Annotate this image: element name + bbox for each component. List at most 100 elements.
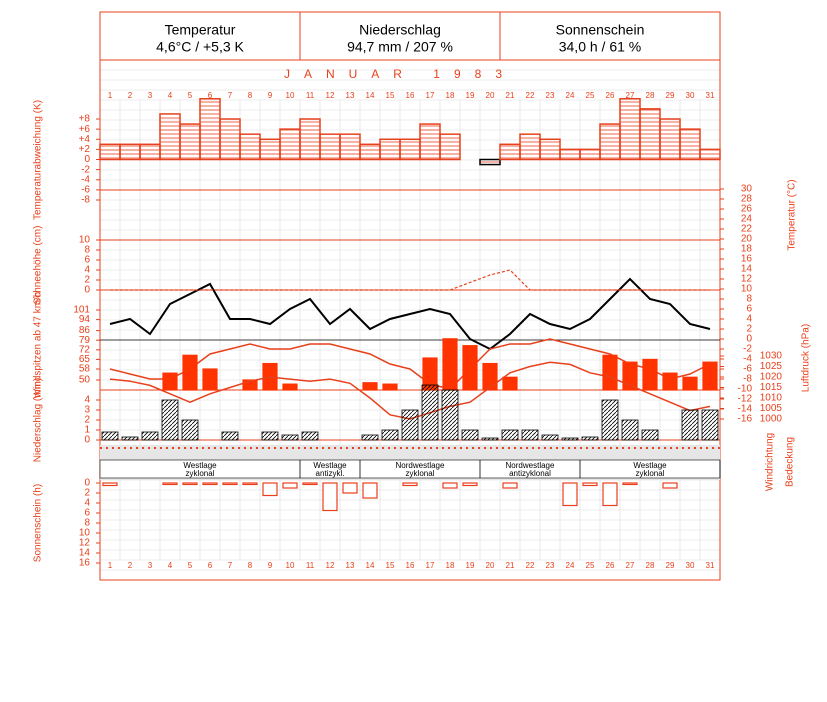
y-tick-label: 10 [79, 528, 91, 539]
y-tick-label: 12 [79, 538, 91, 549]
y2-tick-label: 0 [746, 334, 752, 345]
precip-bar [641, 429, 659, 441]
header-title: Temperatur [165, 22, 236, 38]
y2-tick-label: -2 [743, 344, 752, 355]
deviation-bar [519, 133, 541, 161]
right-label: Bedeckung [785, 437, 796, 487]
y-tick-label: 6 [84, 255, 90, 266]
y2-tick-label: -4 [743, 354, 752, 365]
day-label: 12 [326, 91, 335, 100]
day-label: 15 [386, 561, 395, 570]
y-tick-label: 72 [79, 344, 91, 355]
precip-bar [101, 431, 119, 441]
deviation-bar [499, 143, 521, 161]
bar [222, 482, 238, 486]
day-label: 24 [566, 561, 575, 570]
weather-type: antizyklonal [509, 469, 551, 478]
y-tick-label: 0 [84, 285, 90, 296]
line-series [109, 338, 711, 390]
y-tick-label: 2 [84, 488, 90, 499]
precip-bar [541, 434, 559, 441]
deviation-bar [419, 123, 441, 161]
bar [102, 482, 118, 487]
bar [182, 482, 198, 486]
bar [582, 482, 598, 487]
bar [202, 368, 218, 391]
bar [622, 361, 638, 391]
precip-bar [121, 436, 139, 441]
y-tick-label: 1 [84, 425, 90, 436]
header-value: 4,6°C / +5,3 K [156, 39, 244, 55]
deviation-bar [239, 133, 261, 161]
y2-axis-title: Luftdruck (hPa) [801, 324, 812, 392]
deviation-bar [359, 143, 381, 161]
day-label: 15 [386, 91, 395, 100]
y2-tick-label: -14 [738, 404, 753, 415]
y-tick-label: 3 [84, 405, 90, 416]
day-label: 20 [486, 91, 495, 100]
weather-type: Nordwestlage [506, 461, 555, 470]
day-label: 16 [406, 561, 415, 570]
day-label: 13 [346, 561, 355, 570]
y2-tick-label: 1025 [760, 361, 783, 372]
deviation-bar [319, 133, 341, 161]
deviation-bar [679, 128, 701, 161]
day-label: 7 [228, 91, 233, 100]
y-tick-label: +2 [79, 144, 91, 155]
precip-bar [461, 429, 479, 441]
precip-bar [521, 429, 539, 441]
precip-bar [481, 437, 499, 441]
bar [182, 354, 198, 391]
line-series [109, 277, 711, 351]
day-label: 25 [586, 561, 595, 570]
weather-type: zyklonal [636, 469, 665, 478]
day-label: 25 [586, 91, 595, 100]
y2-tick-label: -8 [743, 374, 752, 385]
bar [262, 482, 278, 497]
header-title: Niederschlag [359, 22, 441, 38]
day-label: 28 [646, 91, 655, 100]
y2-tick-label: -16 [738, 414, 753, 425]
y-tick-label: 4 [84, 395, 90, 406]
y2-tick-label: 18 [741, 244, 753, 255]
header-value: 34,0 h / 61 % [559, 39, 642, 55]
precip-bar [221, 431, 239, 441]
y-tick-label: 2 [84, 275, 90, 286]
y-tick-label: 0 [84, 435, 90, 446]
precip-bar [681, 409, 699, 441]
weather-type: Westlage [313, 461, 347, 470]
day-label: 19 [466, 91, 475, 100]
day-label: 30 [686, 91, 695, 100]
day-label: 7 [228, 561, 233, 570]
day-label: 26 [606, 561, 615, 570]
bar [362, 482, 378, 499]
day-label: 19 [466, 561, 475, 570]
y-tick-label: +8 [79, 114, 91, 125]
day-label: 10 [286, 561, 295, 570]
day-label: 31 [706, 561, 715, 570]
day-label: 6 [208, 91, 213, 100]
weather-type: Nordwestlage [396, 461, 445, 470]
y-axis-title: Sonnenschein (h) [33, 484, 44, 562]
y2-tick-label: 2 [746, 324, 752, 335]
day-label: 16 [406, 91, 415, 100]
precip-bar [421, 384, 439, 441]
y-tick-label: 0 [84, 478, 90, 489]
deviation-bar [179, 123, 201, 161]
deviation-bar [139, 143, 161, 161]
precip-bar [161, 399, 179, 441]
day-label: 21 [506, 91, 515, 100]
y-tick-label: 0 [84, 154, 90, 165]
y2-tick-label: 16 [741, 254, 753, 265]
y-tick-label: 58 [79, 364, 91, 375]
bar [482, 362, 498, 391]
bar [382, 383, 398, 391]
deviation-bar [659, 118, 681, 161]
deviation-bar [99, 143, 121, 161]
bar [662, 372, 678, 391]
bar [562, 482, 578, 507]
day-label: 9 [268, 561, 273, 570]
y-tick-label: 4 [84, 498, 90, 509]
day-label: 12 [326, 561, 335, 570]
y2-tick-label: 1005 [760, 403, 783, 414]
